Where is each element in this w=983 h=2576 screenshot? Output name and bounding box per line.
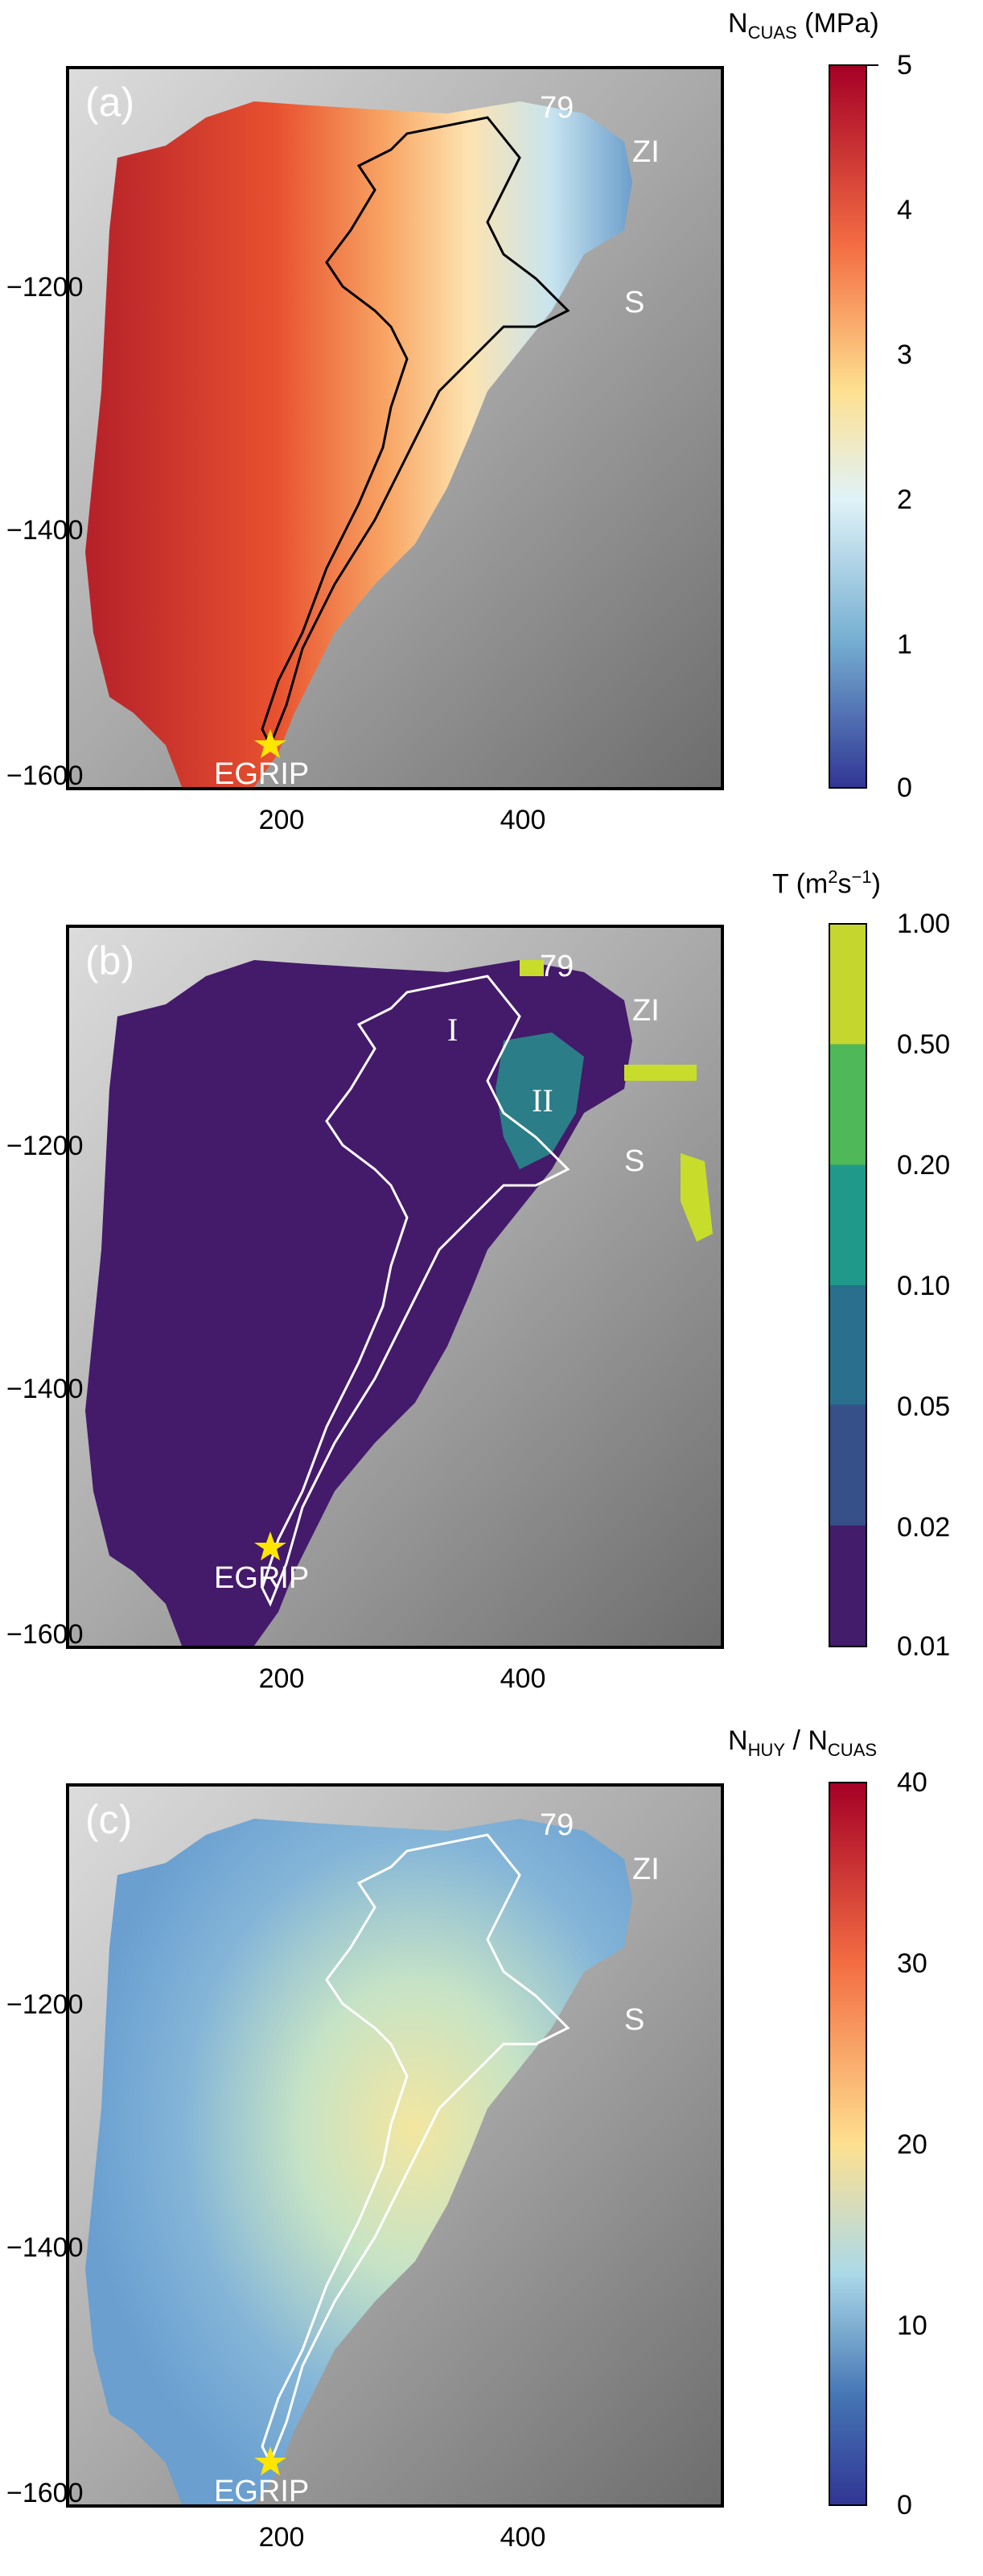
colorbar-tick: 0.02: [897, 1512, 951, 1543]
site-label-egrip: EGRIP: [214, 1561, 309, 1595]
x-tick: 400: [500, 2522, 546, 2553]
y-tick: −1200: [6, 1131, 84, 1161]
site-label-egrip: EGRIP: [214, 757, 309, 787]
colorbar-tick: 1.00: [897, 909, 951, 939]
panel-label: (a): [85, 80, 134, 125]
map-panel-a: (a) 79 ZI S EGRIP: [66, 66, 724, 790]
x-tick: 200: [258, 1663, 305, 1694]
map-panel-c: (c) 79 ZI S EGRIP: [66, 1783, 724, 2508]
transmissivity-zone: [496, 1032, 584, 1169]
colorbar-tickmark: [867, 64, 878, 66]
site-label-79: 79: [540, 950, 574, 983]
panel-c: (c) 79 ZI S EGRIP −1200 −1400 −1600 200 …: [0, 1717, 983, 2576]
site-label-egrip: EGRIP: [214, 2475, 309, 2504]
panel-label: (b): [85, 938, 134, 983]
y-tick: −1400: [6, 2232, 84, 2263]
y-tick: −1600: [6, 1619, 84, 1650]
y-tick: −1400: [6, 515, 84, 546]
colorbar-tick: 1: [897, 629, 912, 660]
colorbar-tick: 20: [897, 2129, 927, 2160]
x-tick: 400: [500, 1663, 546, 1694]
colorbar-tick: 40: [897, 1767, 927, 1798]
y-tick: −1400: [6, 1374, 84, 1404]
ice-field: [85, 960, 632, 1646]
y-tick: −1600: [6, 2478, 84, 2508]
colorbar-tick: 5: [897, 50, 912, 80]
star-icon: [254, 2446, 286, 2475]
x-tick: 200: [258, 805, 305, 835]
colorbar-tick: 0.05: [897, 1391, 951, 1422]
panel-b: (b) I II 79 ZI S EGRIP −1200 −1400 −1600…: [0, 859, 983, 1717]
site-label-zi: ZI: [632, 135, 660, 169]
region-label-i: I: [447, 1012, 458, 1048]
site-label-zi: ZI: [632, 1853, 660, 1886]
colorbar: [829, 1782, 867, 2506]
colorbar-tick: 2: [897, 484, 912, 515]
x-tick: 200: [258, 2522, 305, 2553]
colorbar-tick: 0.20: [897, 1150, 951, 1181]
colorbar: [829, 64, 867, 789]
star-icon: [254, 1531, 286, 1560]
colorbar: [829, 923, 867, 1647]
panel-label: (c): [85, 1797, 132, 1842]
colorbar-tick: 0: [897, 773, 912, 803]
y-tick: −1200: [6, 272, 84, 303]
site-label-zi: ZI: [632, 994, 660, 1028]
x-tick: 400: [500, 805, 546, 835]
panel-a: (a) 79 ZI S EGRIP −1200 −1400 −1600 200 …: [0, 0, 983, 859]
colorbar-tick: 3: [897, 340, 912, 370]
colorbar-tick: 4: [897, 195, 912, 225]
colorbar-tick: 30: [897, 1948, 927, 1979]
site-label-s: S: [624, 286, 644, 319]
y-tick: −1200: [6, 1989, 84, 2020]
site-label-79: 79: [540, 91, 574, 125]
basin-outline: [261, 975, 570, 1607]
colorbar-tick: 0.10: [897, 1271, 951, 1301]
map-panel-b: (b) I II 79 ZI S EGRIP: [66, 925, 724, 1649]
transmissivity-high: [520, 960, 713, 1242]
ice-field: [85, 1819, 632, 2504]
colorbar-title: NCUAS (MPa): [728, 8, 879, 43]
site-label-s: S: [624, 2003, 644, 2037]
site-label-s: S: [624, 1144, 644, 1178]
colorbar-tick: 10: [897, 2310, 927, 2341]
colorbar-title: NHUY / NCUAS: [728, 1725, 878, 1760]
region-label-ii: II: [532, 1082, 553, 1119]
site-label-79: 79: [540, 1808, 574, 1842]
colorbar-tick: 0.01: [897, 1631, 951, 1662]
colorbar-tick: 0.50: [897, 1029, 951, 1060]
star-icon: [254, 729, 286, 758]
ice-field: [85, 101, 632, 787]
colorbar-title: T (m2s−1): [772, 867, 881, 900]
colorbar-tick: 0: [897, 2490, 912, 2520]
y-tick: −1600: [6, 760, 84, 791]
